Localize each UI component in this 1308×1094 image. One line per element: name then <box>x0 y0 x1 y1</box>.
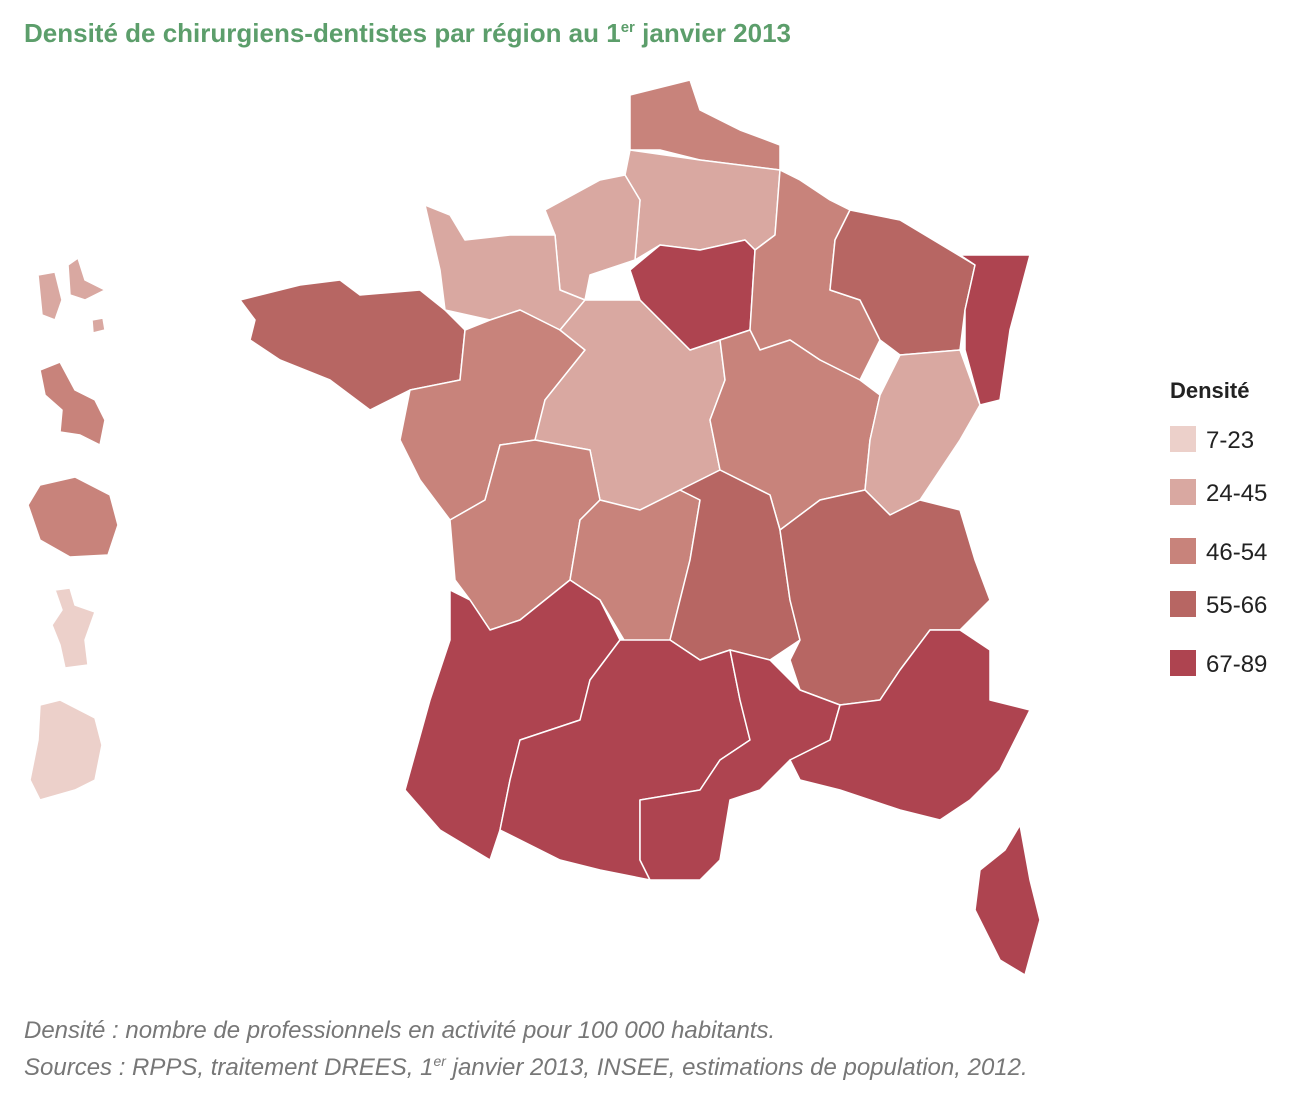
title-text: Densité de chirurgiens-dentistes par rég… <box>24 18 621 48</box>
title-superscript: er <box>621 19 635 36</box>
region <box>789 629 1031 821</box>
footnote-definition: Densité : nombre de professionnels en ac… <box>24 1017 775 1044</box>
sources-superscript: er <box>434 1053 448 1069</box>
legend-swatch <box>1170 426 1196 452</box>
legend-label: 46-54 <box>1206 539 1267 566</box>
legend-title: Densité <box>1170 378 1249 403</box>
legend-swatch <box>1170 538 1196 564</box>
footnote-sources: Sources : RPPS, traitement DREES, 1er ja… <box>24 1053 1028 1081</box>
legend-label: 24-45 <box>1206 480 1267 507</box>
overseas-region <box>39 361 106 446</box>
region <box>974 824 1041 976</box>
legend-label: 67-89 <box>1206 651 1267 678</box>
region <box>749 169 881 381</box>
overseas-region <box>27 476 119 558</box>
region <box>864 349 981 516</box>
overseas-region <box>51 587 96 669</box>
region <box>639 649 841 881</box>
sources-text: janvier 2013, INSEE, estimations de popu… <box>446 1054 1028 1081</box>
legend-swatch <box>1170 479 1196 505</box>
map <box>27 79 1041 976</box>
legend-label: 7-23 <box>1206 427 1254 454</box>
map-title: Densité de chirurgiens-dentistes par rég… <box>24 18 791 48</box>
overseas-region <box>29 699 103 801</box>
legend: Densité 7-23 24-45 46-54 55-66 67-89 <box>1170 378 1267 678</box>
title-text: janvier 2013 <box>635 18 791 48</box>
legend-swatch <box>1170 650 1196 676</box>
sources-text: Sources : RPPS, traitement DREES, 1 <box>24 1054 434 1081</box>
region <box>624 149 781 261</box>
overseas-region <box>37 257 106 334</box>
legend-label: 55-66 <box>1206 592 1267 619</box>
legend-swatch <box>1170 591 1196 617</box>
